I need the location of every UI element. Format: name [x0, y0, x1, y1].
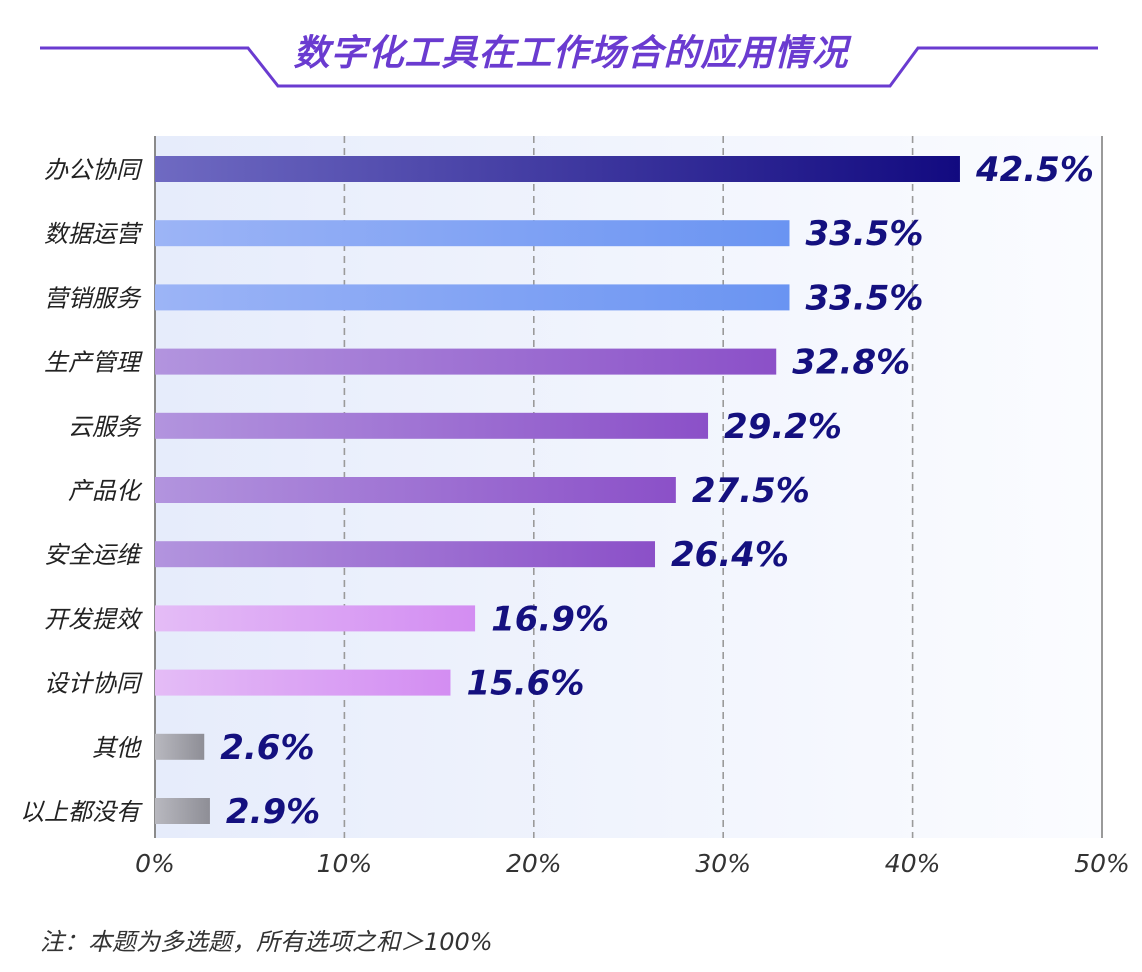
category-label: 以上都没有 [20, 798, 143, 826]
bar [155, 348, 777, 375]
value-label: 29.2% [724, 407, 842, 447]
bar [155, 669, 451, 696]
x-tick-label: 0% [135, 849, 175, 878]
category-label: 营销服务 [44, 284, 142, 312]
value-label: 26.4% [671, 535, 789, 575]
category-labels: 办公协同数据运营营销服务生产管理云服务产品化安全运维开发提效设计协同其他以上都没… [20, 156, 144, 826]
x-tick-label: 30% [695, 849, 751, 878]
category-label: 生产管理 [44, 349, 143, 377]
bar [155, 477, 676, 503]
value-label: 15.6% [466, 664, 584, 704]
bars [155, 156, 960, 824]
value-labels: 42.5% 33.5% 33.5% 32.8% 29.2% 27.5% 26.4% 16.9%… [220, 150, 1094, 832]
category-label: 设计协同 [44, 670, 143, 698]
bar [155, 798, 210, 824]
category-label: 云服务 [68, 413, 142, 441]
chart-title: 数字化工具在工作场合的应用情况 [293, 33, 849, 74]
value-label: 42.5% [975, 150, 1094, 190]
x-tick-label: 20% [506, 849, 562, 878]
x-tick-labels: 0% 10% 20% 30% 40% 50% [135, 849, 1130, 878]
bar [155, 605, 476, 632]
category-label: 办公协同 [44, 156, 143, 184]
x-tick-label: 40% [885, 849, 941, 878]
category-label: 开发提效 [44, 605, 143, 633]
bar [155, 412, 709, 439]
title-frame [40, 46, 1098, 88]
title-banner: 数字化工具在工作场合的应用情况 [0, 0, 1142, 100]
footnote: 注：本题为多选题，所有选项之和＞100% [40, 928, 493, 956]
category-label: 产品化 [68, 477, 143, 505]
bar [155, 541, 656, 568]
value-label: 32.8% [792, 343, 910, 383]
bar [155, 284, 790, 311]
bar [155, 220, 790, 247]
bar-chart: 办公协同数据运营营销服务生产管理云服务产品化安全运维开发提效设计协同其他以上都没… [20, 136, 1130, 878]
value-label: 27.5% [692, 471, 810, 511]
value-label: 2.9% [226, 792, 320, 832]
category-label: 安全运维 [44, 541, 143, 569]
value-label: 16.9% [491, 599, 609, 639]
category-label: 数据运营 [44, 220, 144, 248]
bar [155, 733, 205, 760]
value-label: 2.6% [220, 728, 314, 768]
value-label: 33.5% [805, 214, 923, 254]
value-label: 33.5% [805, 278, 923, 318]
bar [155, 156, 960, 182]
category-label: 其他 [92, 734, 143, 762]
x-tick-label: 50% [1074, 849, 1130, 878]
x-tick-label: 10% [317, 849, 373, 878]
